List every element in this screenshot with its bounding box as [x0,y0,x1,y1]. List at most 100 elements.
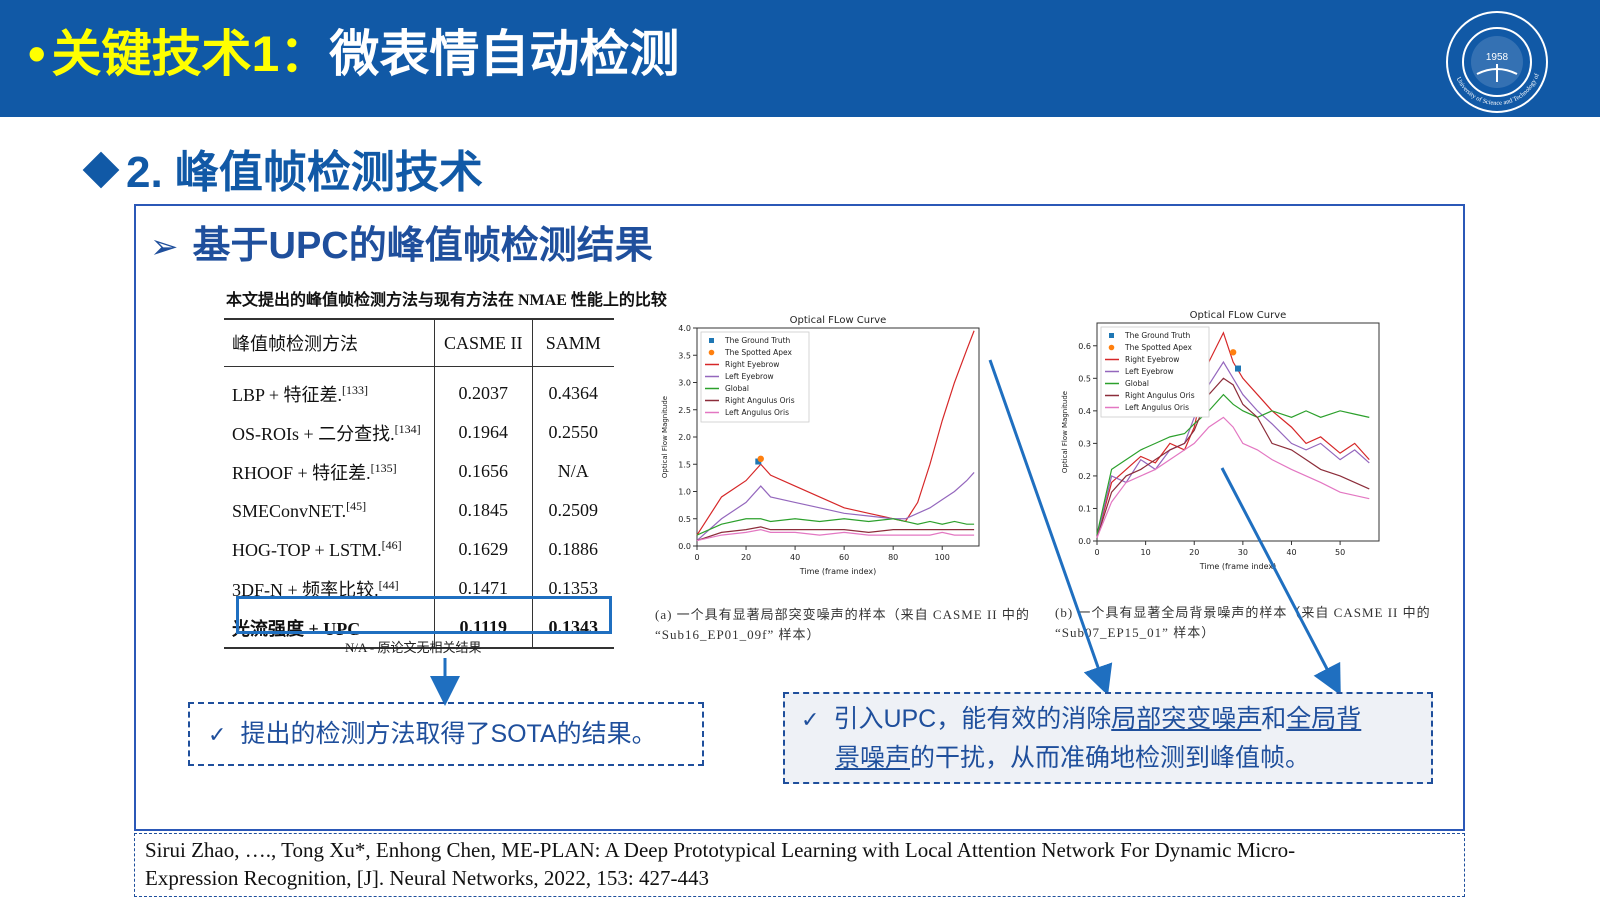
title-part-key-tech: 关键技术1： [51,26,330,82]
series-line [1096,360,1370,538]
slide-title: • 关键技术1：微表情自动检测 [28,14,679,94]
samm-cell: 0.2509 [531,491,614,530]
legend-label: The Ground Truth [1124,331,1191,340]
legend-marker-square [1109,333,1114,338]
samm-cell: 0.4364 [531,366,614,413]
method-cell: 3DF-N + 频率比较.[44] [232,577,399,600]
check-icon: ✓ [801,707,820,732]
y-tick-label: 0.5 [678,515,691,524]
x-tick-label: 40 [790,553,800,562]
y-axis-label: Optical Flow Magnitude [661,396,669,478]
samm-cell: N/A [531,452,614,491]
university-logo: 1958 University of Science and Technolog… [1437,8,1548,113]
y-tick-label: 0.4 [1078,407,1091,416]
y-tick-label: 2.0 [678,433,691,442]
casme-cell: 0.1471 [433,569,533,608]
subsection-heading-text: 基于UPC的峰值帧检测结果 [192,225,653,267]
x-tick-label: 40 [1286,548,1296,557]
legend-label: Left Eyebrow [725,372,774,381]
legend-marker-dot [708,349,715,356]
table-row: SMEConvNET.[45] 0.1845 0.2509 [224,491,614,530]
y-tick-label: 1.5 [678,460,691,469]
x-axis-label: Time (frame index) [799,567,877,576]
casme-cell: 0.1629 [433,530,533,569]
legend-label: Left Eyebrow [1125,367,1174,376]
underline-global-noise-part1: 全局背 [1286,705,1362,733]
legend-label: Right Eyebrow [1125,355,1179,364]
arrow-bullet-icon: ➢ [150,228,179,266]
check-icon: ✓ [208,722,227,747]
x-tick-label: 0 [1094,548,1099,557]
method-cell: SMEConvNET.[45] [232,499,367,521]
table-header-method: 峰值帧检测方法 [224,318,435,367]
spotted-apex-marker [757,455,764,462]
x-tick-label: 20 [1189,548,1199,557]
legend-label: The Spotted Apex [1124,343,1192,352]
y-tick-label: 1.0 [678,488,691,497]
samm-cell: 0.1886 [531,530,614,569]
series-line [1096,393,1370,535]
table-header-casme: CASME II [433,318,533,367]
legend-label: Left Angulus Oris [725,408,789,417]
method-cell: RHOOF + 特征差.[135] [232,460,397,483]
arrow-local-noise [988,359,1113,696]
series-line [1096,377,1370,538]
title-bullet: • [28,26,46,82]
legend-label: The Ground Truth [724,336,791,345]
comparison-table: 峰值帧检测方法 CASME II SAMM LBP + 特征差.[133] 0.… [224,318,614,649]
x-axis-label: Time (frame index) [1199,562,1277,571]
x-tick-label: 60 [839,553,849,562]
samm-cell: 0.1353 [531,569,614,608]
y-tick-label: 0.6 [1078,342,1091,351]
method-cell: OS-ROIs + 二分查找.[134] [232,421,421,444]
y-tick-label: 3.0 [678,379,691,388]
legend-label: Right Eyebrow [725,360,779,369]
table-row: 3DF-N + 频率比较.[44] 0.1471 0.1353 [224,569,614,608]
sota-callout-text: 提出的检测方法取得了SOTA的结果。 [240,720,657,748]
chart-a-caption-line1: (a) 一个具有显著局部突变噪声的样本（来自 CASME II 中的 [655,607,1030,622]
x-tick-label: 0 [694,553,699,562]
y-tick-label: 0.0 [1078,537,1091,546]
legend-marker-dot [1108,344,1115,351]
casme-cell: 0.1964 [433,413,533,452]
logo-year: 1958 [1486,52,1509,63]
y-tick-label: 3.5 [678,351,691,360]
y-axis-label: Optical Flow Magnitude [1061,391,1069,473]
x-tick-label: 50 [1335,548,1345,557]
content-box [134,204,1465,831]
series-line [1096,331,1370,538]
y-tick-label: 2.5 [678,406,691,415]
reference-line1: Sirui Zhao, …., Tong Xu*, Enhong Chen, M… [145,838,1296,862]
section-heading: 2. 峰值帧检测技术 [76,136,483,200]
y-tick-label: 0.2 [1078,472,1091,481]
x-tick-label: 100 [935,553,950,562]
y-tick-label: 0.3 [1078,439,1091,448]
underline-local-noise: 局部突变噪声 [1111,705,1262,733]
table-row: LBP + 特征差.[133] 0.2037 0.4364 [224,366,614,413]
legend-label: Right Angulus Oris [1125,391,1195,400]
x-tick-label: 10 [1141,548,1151,557]
table-row: RHOOF + 特征差.[135] 0.1656 N/A [224,452,614,491]
underline-global-noise-part2: 景噪声 [835,744,911,772]
casme-cell: 0.2037 [433,366,533,413]
samm-cell: 0.2550 [531,413,614,452]
table-row: HOG-TOP + LSTM.[46] 0.1629 0.1886 [224,530,614,569]
legend-marker-square [709,338,714,343]
y-tick-label: 4.0 [678,324,691,333]
chart-title: Optical FLow Curve [1190,310,1287,321]
title-part-topic: 微表情自动检测 [329,26,680,82]
section-heading-text: 2. 峰值帧检测技术 [126,148,483,197]
ground-truth-marker [755,458,762,465]
chart-b-caption-line1: (b) 一个具有显著全局背景噪声的样本（来自 CASME II 中的 [1055,605,1431,620]
chart-b-caption-line2: “Sub07_EP15_01” 样本） [1055,625,1216,640]
series-line [696,330,975,536]
header-banner: • 关键技术1：微表情自动检测 1958 University of Scienc… [0,0,1600,117]
spotted-apex-marker [1229,349,1237,356]
arrow-global-noise [1220,467,1341,696]
casme-cell: 0.1656 [433,452,533,491]
table-note: N/A - 原论文无相关结果 [345,640,482,655]
best-samm-cell: 0.1343 [531,608,614,649]
best-row-highlight-box [236,596,612,634]
x-tick-label: 80 [888,553,898,562]
